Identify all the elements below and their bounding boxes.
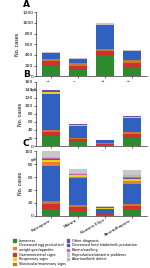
Bar: [42, 92, 60, 94]
Bar: [123, 181, 141, 184]
Bar: [96, 207, 114, 208]
Legend: Lameness, Decreased egg production/
weight gain/appetite, Gastrointestinal signs: Lameness, Decreased egg production/ weig…: [13, 239, 137, 266]
Bar: [42, 204, 60, 209]
Bar: [42, 53, 60, 59]
Bar: [123, 134, 141, 138]
Bar: [123, 179, 141, 181]
Bar: [69, 63, 87, 66]
Bar: [123, 116, 141, 117]
Bar: [123, 132, 141, 134]
Bar: [123, 117, 141, 118]
Bar: [42, 166, 60, 201]
Bar: [96, 145, 114, 146]
Bar: [69, 66, 87, 70]
Bar: [42, 157, 60, 158]
Bar: [96, 208, 114, 209]
Bar: [96, 49, 114, 51]
Bar: [96, 209, 114, 214]
Bar: [42, 94, 60, 130]
Bar: [42, 61, 60, 66]
Bar: [69, 138, 87, 139]
Y-axis label: No. cases: No. cases: [18, 102, 23, 125]
Bar: [69, 207, 87, 211]
Bar: [42, 209, 60, 216]
Bar: [42, 201, 60, 204]
Bar: [42, 161, 60, 162]
Y-axis label: No. cases: No. cases: [18, 172, 23, 195]
Bar: [123, 203, 141, 206]
Bar: [69, 177, 87, 178]
Bar: [69, 124, 87, 125]
Bar: [42, 130, 60, 132]
Bar: [123, 51, 141, 60]
Bar: [69, 178, 87, 206]
Bar: [69, 142, 87, 146]
Bar: [69, 173, 87, 174]
Bar: [69, 169, 87, 173]
Bar: [123, 63, 141, 68]
Bar: [69, 59, 87, 63]
Bar: [96, 51, 114, 55]
Bar: [69, 211, 87, 216]
Bar: [42, 158, 60, 159]
Y-axis label: No. cases: No. cases: [15, 33, 20, 56]
Bar: [69, 125, 87, 138]
Bar: [42, 159, 60, 161]
Bar: [123, 209, 141, 216]
Bar: [123, 60, 141, 63]
Bar: [123, 177, 141, 178]
Bar: [96, 23, 114, 25]
Bar: [123, 184, 141, 203]
Bar: [69, 139, 87, 142]
Bar: [96, 214, 114, 215]
Bar: [69, 70, 87, 76]
Bar: [96, 140, 114, 143]
Bar: [42, 90, 60, 92]
Bar: [42, 132, 60, 136]
Bar: [96, 144, 114, 145]
Bar: [123, 50, 141, 51]
Bar: [123, 118, 141, 132]
Bar: [42, 162, 60, 166]
Bar: [69, 174, 87, 175]
Text: A: A: [23, 0, 30, 9]
Bar: [123, 175, 141, 177]
Bar: [69, 206, 87, 207]
Bar: [42, 52, 60, 53]
Bar: [96, 215, 114, 216]
Bar: [123, 178, 141, 179]
Bar: [96, 55, 114, 76]
Bar: [42, 59, 60, 61]
Bar: [42, 136, 60, 146]
Bar: [96, 25, 114, 49]
Bar: [123, 206, 141, 209]
Bar: [42, 66, 60, 76]
Bar: [96, 143, 114, 144]
Bar: [42, 151, 60, 157]
Bar: [69, 58, 87, 59]
Bar: [69, 175, 87, 177]
Bar: [123, 170, 141, 175]
Bar: [96, 206, 114, 207]
Bar: [123, 138, 141, 146]
Text: C: C: [23, 139, 29, 148]
Text: B: B: [23, 69, 30, 79]
Bar: [123, 68, 141, 76]
